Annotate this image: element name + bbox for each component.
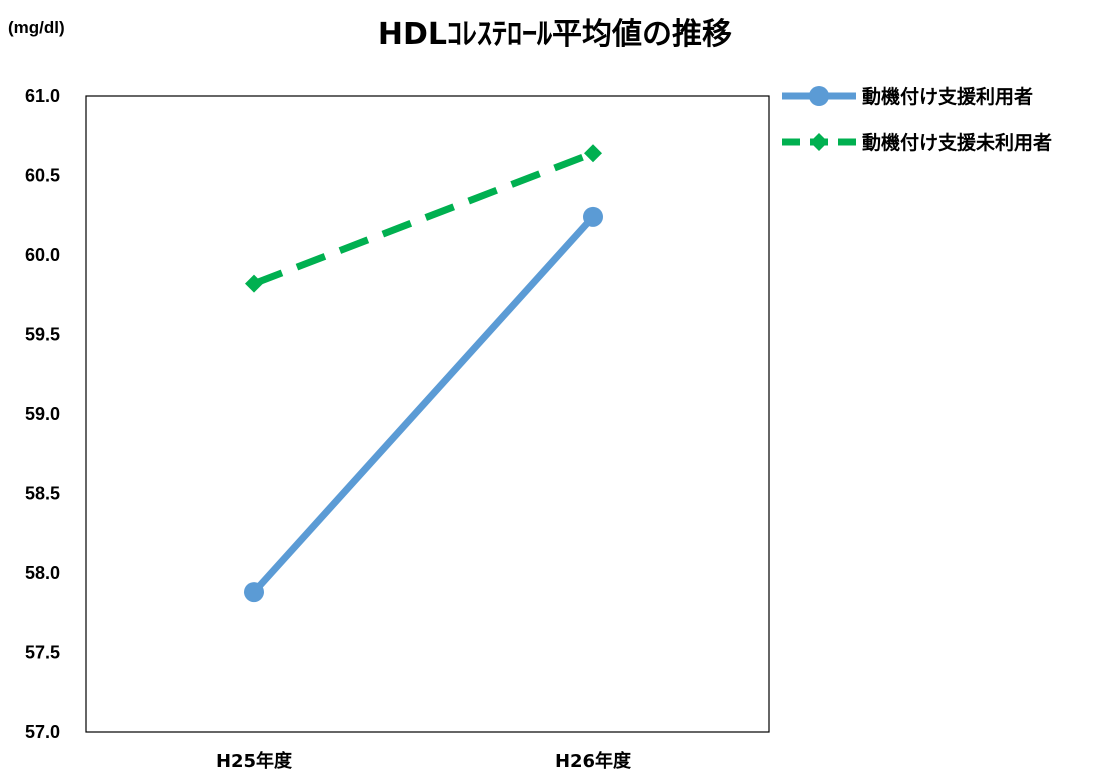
legend-label: 動機付け支援未利用者 bbox=[862, 131, 1052, 154]
x-category-label: H26年度 bbox=[555, 750, 632, 772]
series-1 bbox=[244, 206, 603, 603]
y-tick-label: 58.0 bbox=[25, 563, 60, 583]
y-tick-label: 61.0 bbox=[25, 86, 60, 106]
y-tick-label: 58.5 bbox=[25, 484, 60, 504]
x-axis: H25年度 H26年度 bbox=[216, 750, 632, 772]
legend-label: 動機付け支援利用者 bbox=[862, 85, 1033, 108]
chart-title: HDLｺﾚｽﾃﾛｰﾙ平均値の推移 bbox=[378, 17, 732, 52]
y-tick-label: 57.0 bbox=[25, 722, 60, 742]
data-point bbox=[583, 206, 603, 227]
legend-swatch-marker bbox=[809, 86, 829, 106]
legend-swatch-marker bbox=[810, 133, 828, 151]
y-tick-label: 57.5 bbox=[25, 643, 60, 663]
unit-label: (mg/dl) bbox=[8, 18, 65, 37]
data-point bbox=[245, 274, 263, 293]
data-point bbox=[244, 582, 264, 603]
legend-item: 動機付け支援未利用者 bbox=[782, 131, 1052, 154]
series-layer bbox=[244, 144, 603, 603]
series-2 bbox=[245, 144, 602, 293]
plot-area-frame bbox=[85, 95, 770, 733]
y-tick-label: 60.0 bbox=[25, 245, 60, 265]
legend-item: 動機付け支援利用者 bbox=[782, 85, 1033, 108]
y-tick-label: 59.0 bbox=[25, 404, 60, 424]
y-axis: 57.0 57.5 58.0 58.5 59.0 59.5 60.0 60.5 61.0 bbox=[25, 86, 60, 742]
series-line bbox=[251, 214, 596, 595]
data-point bbox=[584, 144, 602, 163]
y-tick-label: 60.5 bbox=[25, 166, 60, 186]
series-line bbox=[252, 149, 595, 287]
x-category-label: H25年度 bbox=[216, 750, 293, 772]
y-tick-label: 59.5 bbox=[25, 325, 60, 345]
